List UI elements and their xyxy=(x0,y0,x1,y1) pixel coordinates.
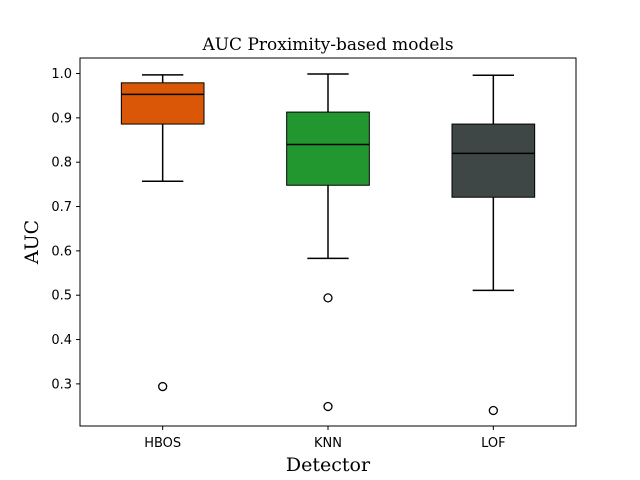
x-axis: HBOS KNN LOF xyxy=(144,426,505,451)
y-tick-label: 0.4 xyxy=(51,333,72,348)
x-tick-label-knn: KNN xyxy=(314,436,342,451)
iqr-box-hbos xyxy=(121,83,204,124)
y-tick-label: 0.7 xyxy=(51,200,72,215)
boxes-group xyxy=(121,74,534,415)
y-tick-label: 0.6 xyxy=(51,244,72,259)
box-group-lof xyxy=(452,75,535,414)
y-tick-label: 0.5 xyxy=(51,289,72,304)
y-tick-label: 0.8 xyxy=(51,156,72,171)
iqr-box-knn xyxy=(287,112,370,185)
outlier-hbos-0 xyxy=(159,383,167,391)
outlier-knn-0 xyxy=(324,294,332,302)
y-axis-label: AUC xyxy=(21,220,43,265)
y-tick-label: 1.0 xyxy=(51,67,72,82)
chart-title: AUC Proximity-based models xyxy=(201,35,453,55)
x-axis-label: Detector xyxy=(286,454,371,476)
y-axis: 0.3 0.4 0.5 0.6 0.7 0.8 0.9 1.0 xyxy=(51,67,80,392)
iqr-box-lof xyxy=(452,124,535,197)
box-group-hbos xyxy=(121,75,204,391)
outlier-lof-0 xyxy=(489,406,497,414)
x-tick-label-hbos: HBOS xyxy=(144,436,181,451)
y-tick-label: 0.9 xyxy=(51,111,72,126)
box-group-knn xyxy=(287,74,370,411)
outlier-knn-1 xyxy=(324,402,332,410)
x-tick-label-lof: LOF xyxy=(481,436,506,451)
y-tick-label: 0.3 xyxy=(51,377,72,392)
